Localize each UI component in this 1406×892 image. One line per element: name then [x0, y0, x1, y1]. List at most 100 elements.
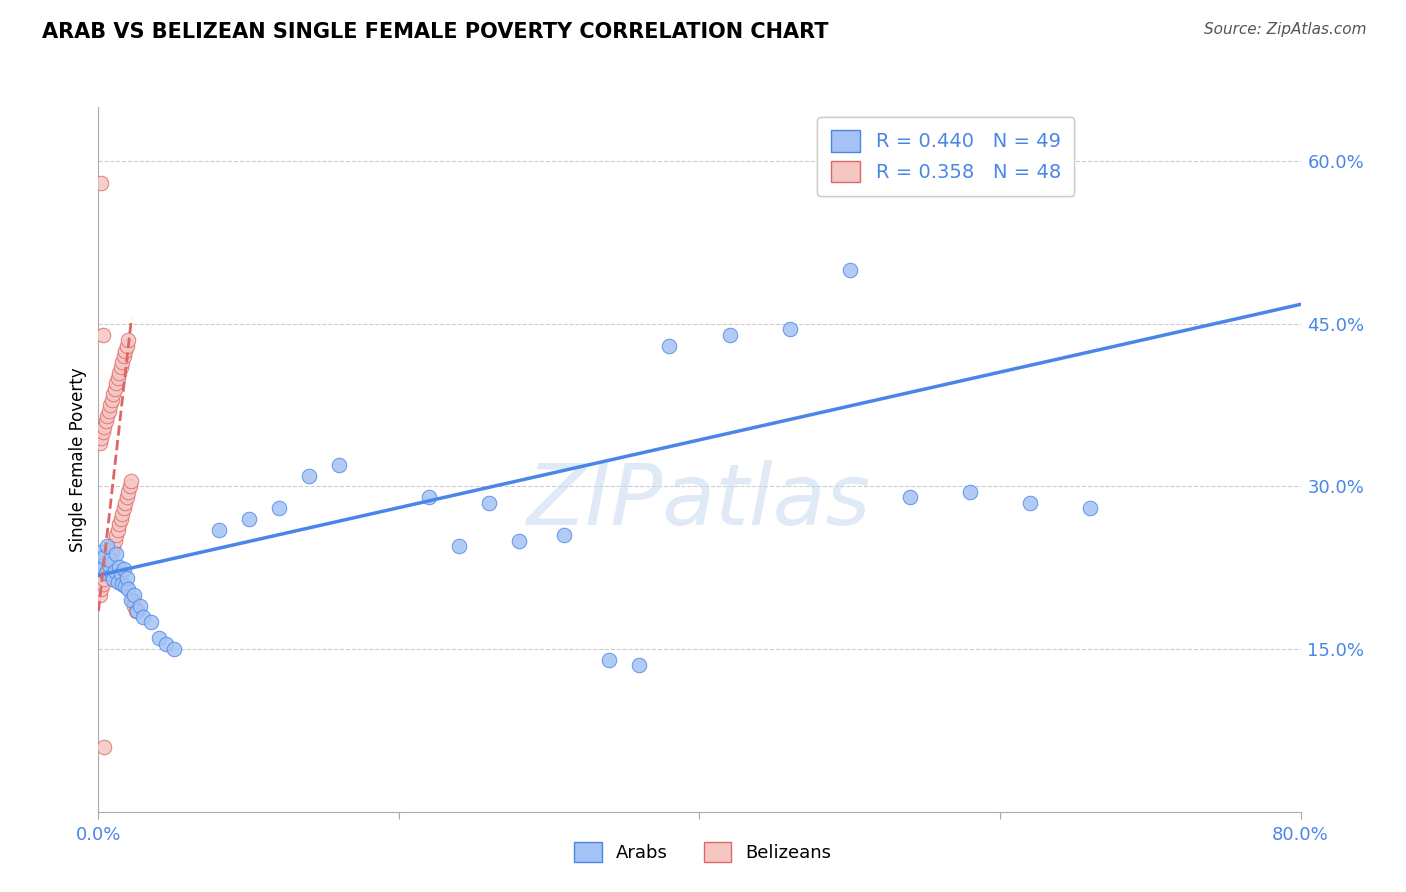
- Point: [90, 544, 112, 558]
- Point: [105, 547, 128, 561]
- Point: [105, 376, 128, 391]
- Point: [418, 491, 440, 505]
- Point: [91, 577, 114, 591]
- Point: [298, 468, 321, 483]
- Point: [114, 343, 136, 358]
- Point: [139, 615, 162, 629]
- Point: [97, 555, 120, 569]
- Text: ARAB VS BELIZEAN SINGLE FEMALE POVERTY CORRELATION CHART: ARAB VS BELIZEAN SINGLE FEMALE POVERTY C…: [42, 22, 828, 42]
- Point: [104, 564, 127, 578]
- Point: [959, 484, 981, 499]
- Point: [100, 398, 122, 412]
- Point: [121, 474, 143, 488]
- Point: [110, 567, 132, 582]
- Point: [110, 360, 132, 375]
- Point: [117, 582, 139, 597]
- Point: [114, 579, 136, 593]
- Point: [111, 355, 134, 369]
- Point: [112, 501, 135, 516]
- Point: [115, 338, 138, 352]
- Text: Source: ZipAtlas.com: Source: ZipAtlas.com: [1204, 22, 1367, 37]
- Point: [107, 574, 129, 589]
- Point: [110, 512, 132, 526]
- Point: [208, 523, 231, 537]
- Point: [94, 566, 117, 581]
- Point: [598, 653, 620, 667]
- Point: [1078, 501, 1101, 516]
- Point: [101, 568, 124, 582]
- Point: [115, 491, 138, 505]
- Point: [89, 436, 111, 450]
- Point: [93, 739, 115, 754]
- Point: [104, 533, 127, 548]
- Point: [114, 496, 136, 510]
- Point: [125, 604, 148, 618]
- Point: [779, 322, 801, 336]
- Point: [91, 561, 114, 575]
- Point: [90, 582, 112, 597]
- Point: [101, 544, 124, 558]
- Point: [447, 539, 470, 553]
- Point: [328, 458, 350, 472]
- Point: [94, 414, 117, 428]
- Point: [155, 637, 177, 651]
- Point: [103, 539, 125, 553]
- Point: [96, 539, 118, 553]
- Point: [553, 528, 575, 542]
- Point: [127, 604, 149, 618]
- Point: [103, 572, 125, 586]
- Point: [267, 501, 290, 516]
- Legend: R = 0.440   N = 49, R = 0.358   N = 48: R = 0.440 N = 49, R = 0.358 N = 48: [817, 117, 1074, 196]
- Point: [108, 517, 131, 532]
- Point: [105, 528, 128, 542]
- Point: [111, 507, 134, 521]
- Point: [112, 350, 135, 364]
- Point: [148, 632, 170, 646]
- Point: [100, 549, 122, 564]
- Point: [89, 555, 111, 569]
- Point: [101, 392, 124, 407]
- Point: [898, 491, 921, 505]
- Point: [90, 176, 112, 190]
- Point: [121, 593, 143, 607]
- Point: [107, 523, 129, 537]
- Point: [96, 561, 118, 575]
- Y-axis label: Single Female Poverty: Single Female Poverty: [69, 368, 87, 551]
- Legend: Arabs, Belizeans: Arabs, Belizeans: [567, 835, 839, 870]
- Point: [508, 533, 530, 548]
- Point: [91, 327, 114, 342]
- Point: [89, 588, 111, 602]
- Point: [97, 403, 120, 417]
- Text: ZIPatlas: ZIPatlas: [527, 460, 872, 543]
- Point: [108, 366, 131, 380]
- Point: [118, 479, 141, 493]
- Point: [97, 558, 120, 572]
- Point: [107, 371, 129, 385]
- Point: [96, 409, 118, 423]
- Point: [117, 484, 139, 499]
- Point: [129, 599, 152, 613]
- Point: [478, 496, 501, 510]
- Point: [718, 327, 741, 342]
- Point: [658, 338, 681, 352]
- Point: [115, 570, 138, 584]
- Point: [124, 588, 146, 602]
- Point: [104, 382, 127, 396]
- Point: [162, 642, 184, 657]
- Point: [238, 512, 260, 526]
- Point: [112, 562, 135, 576]
- Point: [93, 420, 115, 434]
- Point: [93, 549, 115, 564]
- Point: [91, 425, 114, 440]
- Point: [838, 262, 860, 277]
- Point: [94, 566, 117, 581]
- Point: [103, 387, 125, 401]
- Point: [132, 609, 155, 624]
- Point: [122, 593, 145, 607]
- Point: [100, 553, 122, 567]
- Point: [1019, 496, 1042, 510]
- Point: [111, 577, 134, 591]
- Point: [124, 599, 146, 613]
- Point: [90, 431, 112, 445]
- Point: [93, 572, 115, 586]
